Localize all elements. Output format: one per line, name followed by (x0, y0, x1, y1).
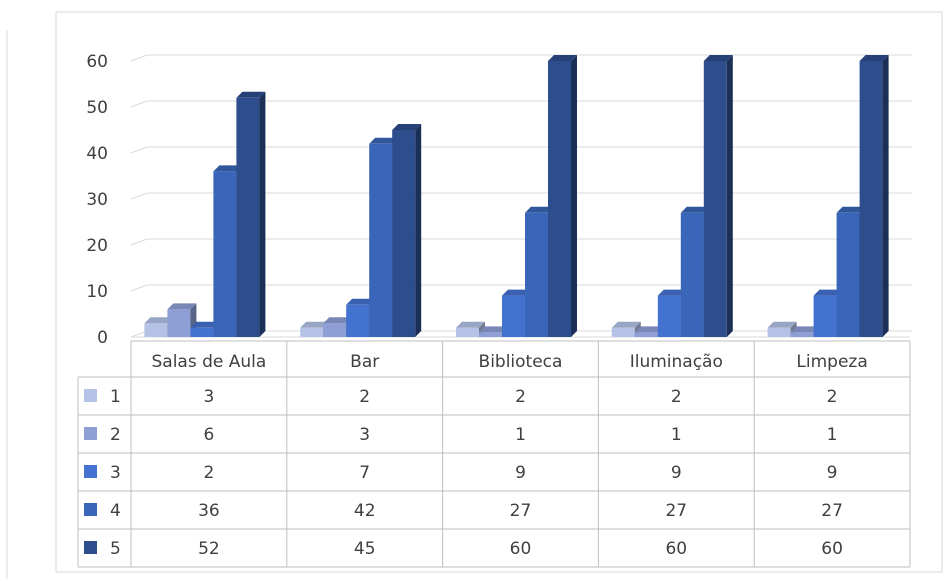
table-cell-4-0: 36 (198, 501, 220, 521)
y-tick-label-60: 60 (86, 52, 108, 72)
legend-label-4: 4 (110, 501, 121, 521)
table-cell-5-4: 60 (821, 539, 843, 559)
legend-label-1: 1 (110, 387, 121, 407)
category-label-2: Biblioteca (479, 352, 563, 372)
gridline-diag-40 (130, 146, 148, 154)
table-cell-3-4: 9 (827, 463, 838, 483)
legend-swatch-2 (84, 427, 97, 440)
legend-swatch-3 (84, 465, 97, 478)
legend-label-2: 2 (110, 425, 121, 445)
category-label-1: Bar (350, 352, 379, 372)
table-cell-3-2: 9 (515, 463, 526, 483)
gridline-diag-60 (130, 54, 148, 62)
table-cell-1-4: 2 (827, 387, 838, 407)
category-label-0: Salas de Aula (151, 352, 266, 372)
table-cell-2-1: 3 (359, 425, 370, 445)
legend-label-5: 5 (110, 539, 121, 559)
table-cell-4-3: 27 (665, 501, 687, 521)
table-cell-5-0: 52 (198, 539, 220, 559)
y-tick-label-50: 50 (86, 98, 108, 118)
table-cell-4-1: 42 (354, 501, 376, 521)
table-cell-3-0: 2 (203, 463, 214, 483)
gridline-diag-0 (130, 330, 148, 338)
data-table: Salas de Aula Bar Biblioteca Iluminação Limp… (77, 340, 911, 568)
bar-5-4 (859, 55, 889, 337)
category-label-3: Iluminação (630, 352, 723, 372)
bar-5-1 (392, 124, 422, 337)
y-tick-label-10: 10 (86, 282, 108, 302)
gridline-diag-20 (130, 238, 148, 246)
bar-5-0 (236, 91, 266, 337)
table-cell-5-2: 60 (510, 539, 532, 559)
table-cell-1-2: 2 (515, 387, 526, 407)
legend-label-3: 3 (110, 463, 121, 483)
table-cell-3-3: 9 (671, 463, 682, 483)
y-tick-label-30: 30 (86, 190, 108, 210)
gridline-diag-10 (130, 284, 148, 292)
y-tick-label-0: 0 (97, 328, 108, 348)
y-tick-label-20: 20 (86, 236, 108, 256)
table-cell-5-1: 45 (354, 539, 376, 559)
chart-border (55, 11, 943, 573)
table-cell-1-0: 3 (203, 387, 214, 407)
table-cell-5-3: 60 (665, 539, 687, 559)
bars (144, 55, 889, 337)
table-cell-4-4: 27 (821, 501, 843, 521)
table-cell-2-2: 1 (515, 425, 526, 445)
table-cell-2-3: 1 (671, 425, 682, 445)
table-cell-4-2: 27 (510, 501, 532, 521)
category-label-4: Limpeza (796, 352, 867, 372)
y-tick-label-40: 40 (86, 144, 108, 164)
gridline-diag-30 (130, 192, 148, 200)
table-cell-2-4: 1 (827, 425, 838, 445)
table-cell-3-1: 7 (359, 463, 370, 483)
table-cell-1-1: 2 (359, 387, 370, 407)
legend-swatch-5 (84, 541, 97, 554)
gridline-diag-50 (130, 100, 148, 108)
y-axis: 0 10 20 30 40 50 60 (86, 52, 108, 348)
bar-5-2 (548, 55, 577, 337)
bar-5-3 (703, 55, 733, 337)
table-cell-2-0: 6 (203, 425, 214, 445)
legend-swatch-1 (84, 389, 97, 402)
table-cell-1-3: 2 (671, 387, 682, 407)
legend-swatch-4 (84, 503, 97, 516)
